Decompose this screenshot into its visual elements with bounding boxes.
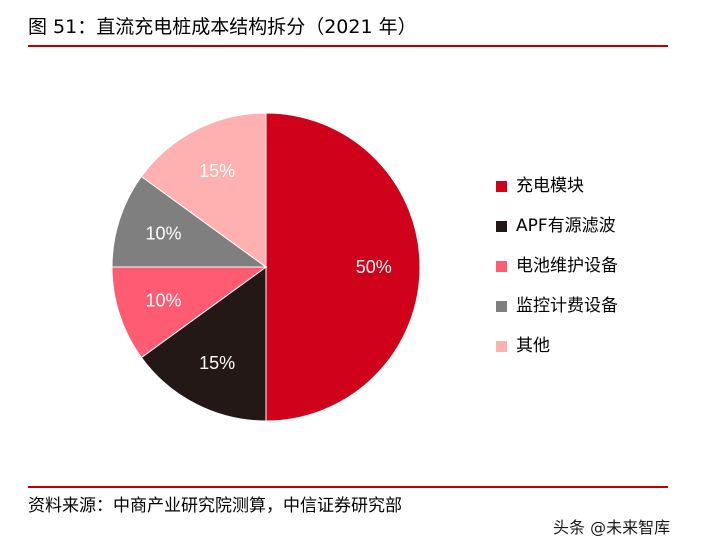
title-rule (28, 45, 668, 47)
source-rule (28, 486, 668, 488)
legend-swatch (496, 301, 507, 312)
legend-swatch (496, 341, 507, 352)
slice-percent-label: 10% (145, 290, 181, 310)
pie-slice (111, 266, 268, 359)
legend-label: 电池维护设备 (516, 256, 618, 276)
pie-slice (140, 112, 267, 268)
legend-label: APF有源滤波 (516, 216, 616, 236)
slice-percent-label: 10% (145, 224, 181, 244)
legend-label: 充电模块 (516, 176, 584, 196)
legend: 充电模块 APF有源滤波 电池维护设备 监控计费设备 其他 (496, 174, 618, 374)
pie-slice (265, 112, 421, 422)
legend-swatch (496, 221, 507, 232)
legend-label: 监控计费设备 (516, 296, 618, 316)
watermark-text: 头条 @未来智库 (553, 518, 671, 537)
legend-item: 电池维护设备 (496, 254, 618, 294)
slice-percent-label: 50% (356, 257, 392, 277)
legend-item: 充电模块 (496, 174, 618, 214)
pie-slice (140, 266, 267, 422)
legend-item: APF有源滤波 (496, 214, 618, 254)
legend-swatch (496, 261, 507, 272)
legend-label: 其他 (516, 336, 550, 356)
slice-percent-label: 15% (199, 161, 235, 181)
source-note: 资料来源：中商产业研究院测算，中信证券研究部 (28, 496, 402, 516)
legend-item: 其他 (496, 334, 618, 374)
legend-swatch (496, 181, 507, 192)
figure-title: 图 51：直流充电桩成本结构拆分（2021 年） (28, 16, 417, 38)
slice-percent-label: 15% (199, 353, 235, 373)
legend-item: 监控计费设备 (496, 294, 618, 334)
pie-slice (111, 175, 268, 268)
